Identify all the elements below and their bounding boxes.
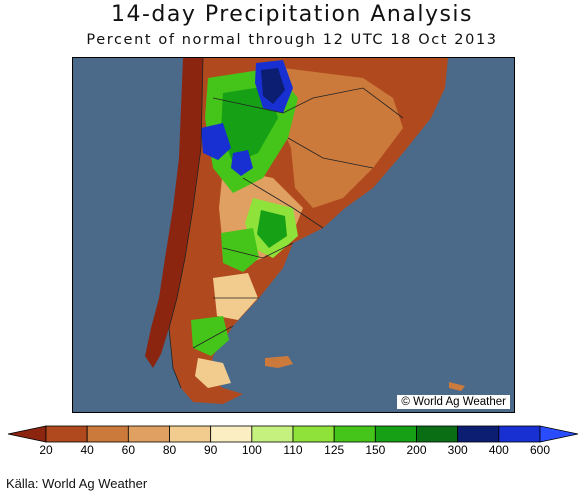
color-legend: 20 40 60 80 90 100 110 125 150 200 300 400 600 (0, 424, 584, 462)
source-caption: Källa: World Ag Weather (6, 476, 148, 491)
region-wet-center-dark (257, 210, 287, 248)
legend-tick-label: 20 (39, 443, 53, 457)
legend-swatch-min (7, 425, 47, 443)
legend-swatch (210, 425, 253, 443)
legend-tick-label: 600 (529, 443, 551, 457)
map-title: 14-day Precipitation Analysis (110, 2, 474, 27)
legend-tick-label: 150 (365, 443, 386, 457)
legend-swatch (333, 425, 376, 443)
legend-tick-label: 80 (162, 443, 177, 457)
legend-swatch-max (539, 425, 579, 443)
map-canvas (145, 58, 465, 404)
legend-tick-label: 40 (80, 443, 94, 457)
region-extreme-mid (231, 150, 253, 176)
legend-swatch (292, 425, 335, 443)
region-very-wet (261, 68, 285, 104)
legend-swatch (86, 425, 129, 443)
legend-tick-label: 400 (488, 443, 509, 457)
legend-tick-label: 100 (241, 443, 262, 457)
region-wet-south (191, 316, 229, 356)
legend-swatch (169, 425, 212, 443)
land-chile (145, 58, 213, 368)
borders (168, 58, 404, 389)
legend-bar (7, 425, 579, 443)
legend-tick-label: 90 (203, 443, 218, 457)
land-south-georgia (449, 382, 465, 391)
precipitation-map: © World Ag Weather (72, 57, 515, 413)
map-credit: © World Ag Weather (397, 395, 510, 409)
legend-swatch (45, 425, 88, 443)
legend-tick-label: 110 (283, 443, 303, 457)
region-mid (278, 68, 403, 208)
region-extreme-west (201, 123, 231, 160)
legend-swatch (251, 425, 294, 443)
legend-swatch (127, 425, 170, 443)
legend-tick-label: 60 (121, 443, 136, 457)
region-pale (213, 273, 258, 320)
legend-swatch (374, 425, 417, 443)
map-subtitle: Percent of normal through 12 UTC 18 Oct … (86, 32, 498, 48)
land-falklands (265, 356, 293, 368)
legend-swatch (457, 425, 500, 443)
region-wet-mid (221, 228, 259, 272)
legend-swatch (416, 425, 459, 443)
region-pale-south (195, 358, 231, 388)
legend-tick-label: 300 (447, 443, 468, 457)
legend-tick-label: 200 (406, 443, 427, 457)
legend-tick-label: 125 (324, 443, 345, 457)
legend-swatch (498, 425, 541, 443)
